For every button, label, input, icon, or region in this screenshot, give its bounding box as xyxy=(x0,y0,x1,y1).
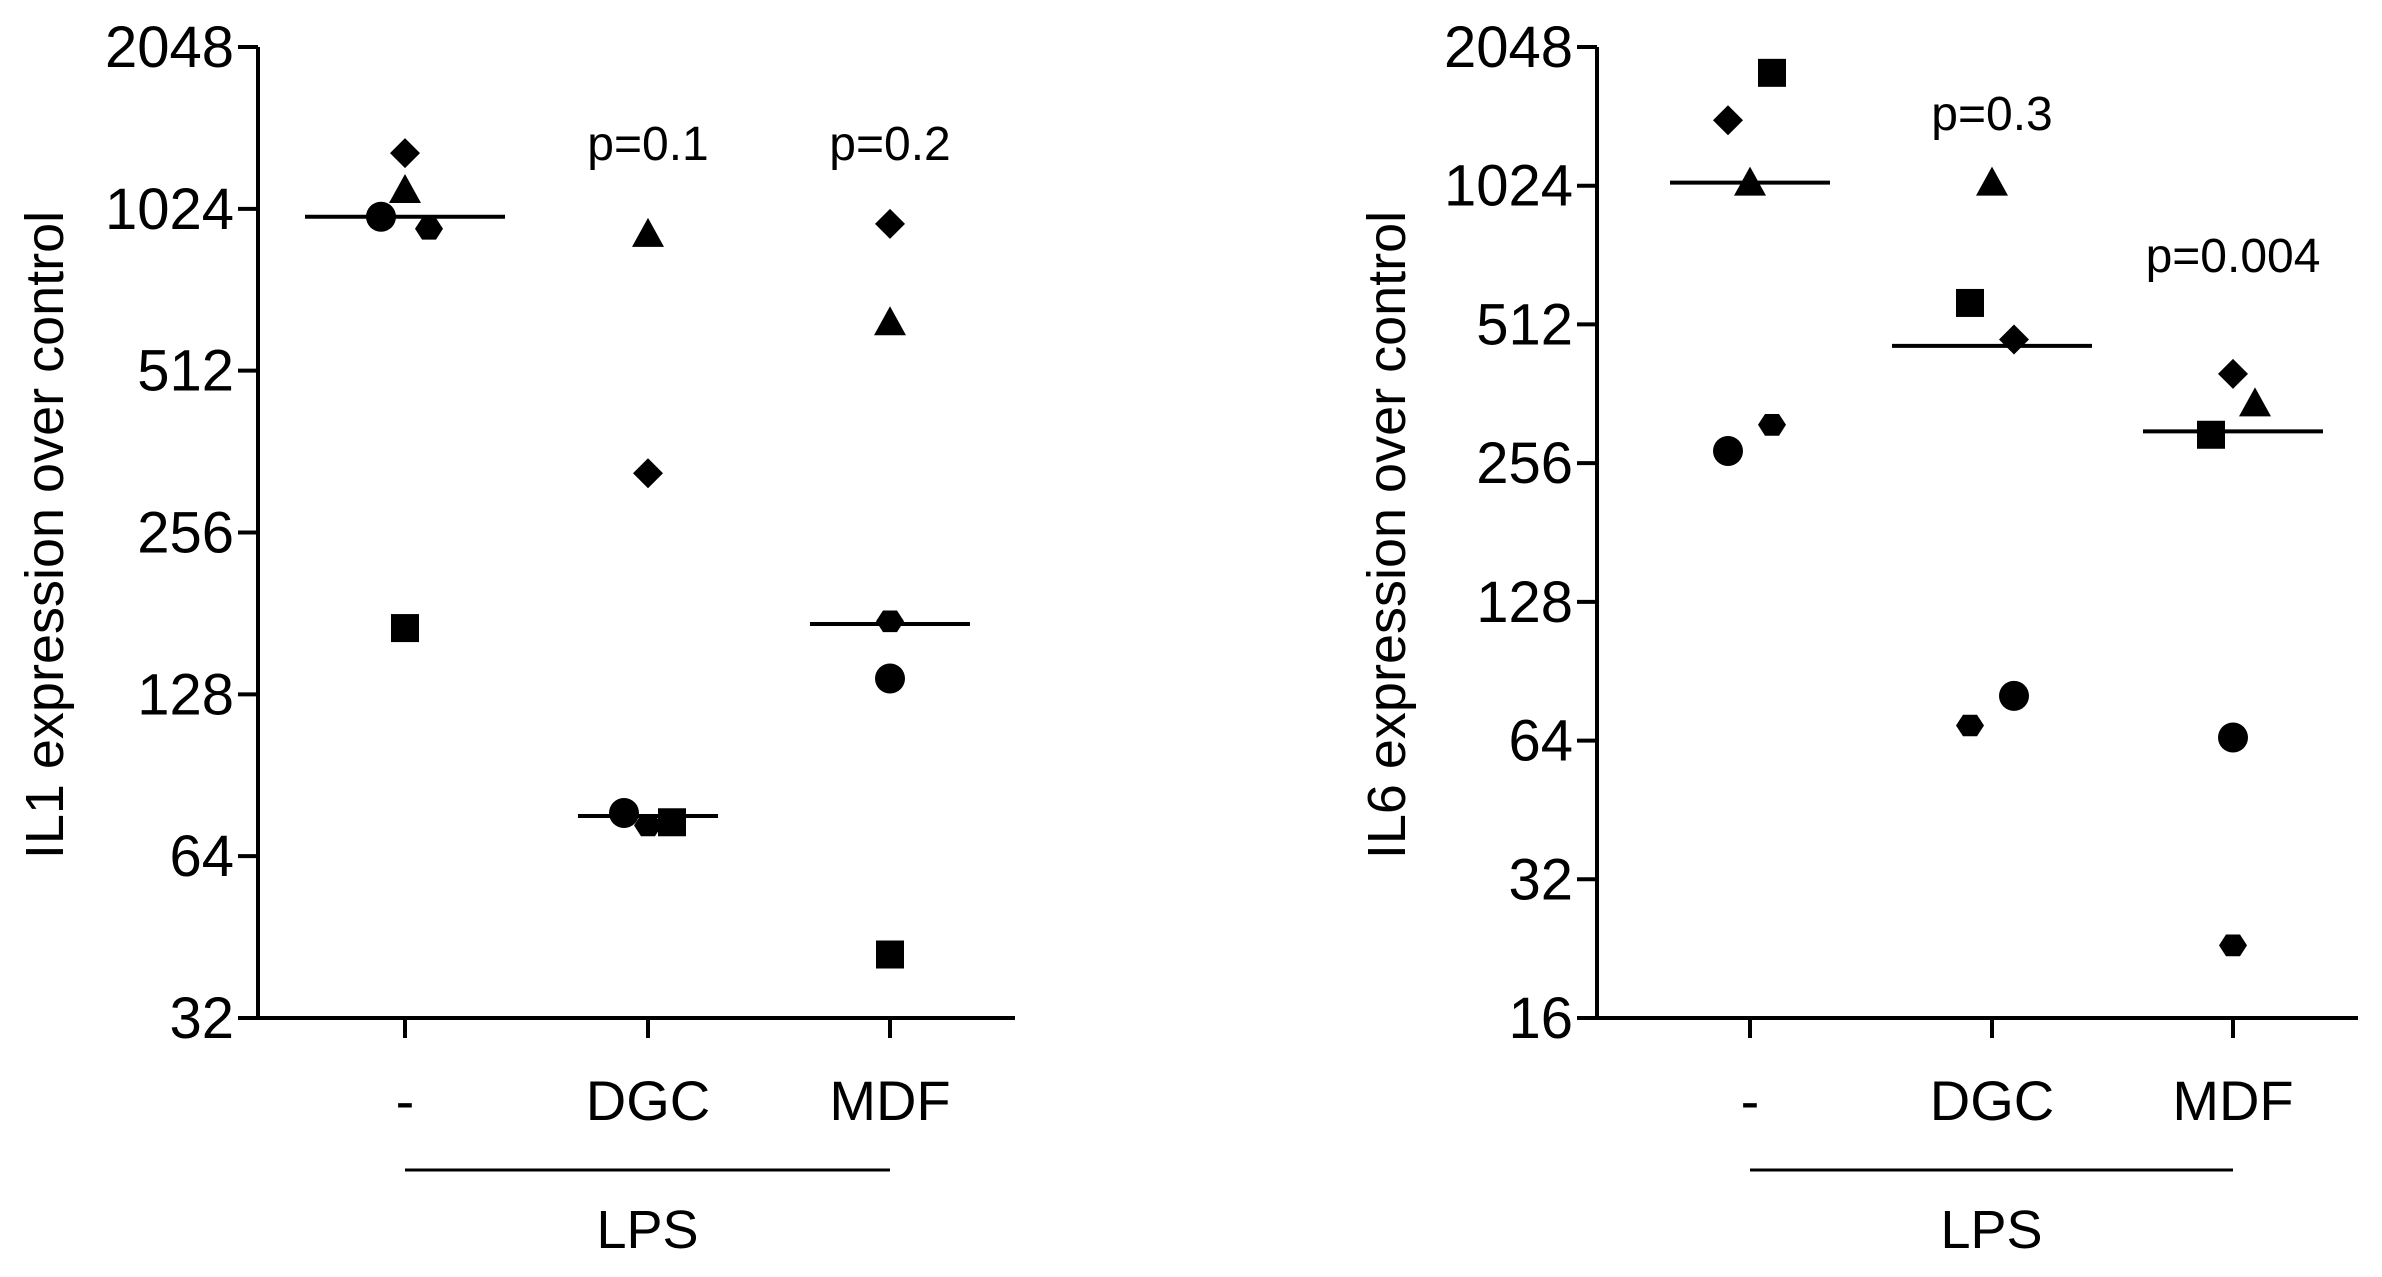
y-tick-label: 64 xyxy=(1508,709,1573,774)
data-point-hexagon xyxy=(1956,714,1984,737)
data-point-diamond xyxy=(2218,358,2248,389)
data-point-circle xyxy=(2218,722,2248,753)
x-category-label: DGC xyxy=(586,1069,710,1132)
y-tick-label: 32 xyxy=(1508,847,1573,912)
data-point-circle xyxy=(1999,680,2029,711)
data-point-hexagon xyxy=(634,814,662,837)
y-tick-label: 256 xyxy=(1476,431,1573,496)
data-point-diamond xyxy=(1999,324,2029,355)
data-point-hexagon xyxy=(876,610,904,633)
group-label: LPS xyxy=(1940,1200,2042,1260)
y-axis-title-il1: IL1 expression over control xyxy=(15,211,75,859)
y-tick-label: 16 xyxy=(1508,986,1573,1051)
p-value-label: p=0.2 xyxy=(829,118,950,171)
p-value-label: p=0.1 xyxy=(587,118,708,171)
x-category-label: DGC xyxy=(1930,1069,2054,1132)
data-point-square xyxy=(2197,420,2225,449)
y-tick-label: 1024 xyxy=(105,177,234,242)
data-point-triangle xyxy=(1976,166,2008,196)
x-category-label: MDF xyxy=(2172,1069,2293,1132)
data-point-square xyxy=(1956,288,1984,317)
data-point-square xyxy=(658,808,686,837)
p-value-label: p=0.004 xyxy=(2146,230,2321,283)
y-tick-label: 256 xyxy=(137,501,234,566)
data-point-hexagon xyxy=(2219,934,2247,957)
group-label: LPS xyxy=(596,1200,698,1260)
y-tick-label: 512 xyxy=(1476,292,1573,357)
y-tick-label: 512 xyxy=(137,339,234,404)
chart-panel-il6: IL6 expression over control 16 32 64 128 256… xyxy=(1357,15,2358,1260)
x-category-label: - xyxy=(1741,1069,1760,1132)
data-point-diamond xyxy=(390,138,420,169)
data-point-circle xyxy=(875,663,905,694)
data-point-diamond xyxy=(1713,105,1743,136)
data-point-hexagon xyxy=(415,218,443,240)
y-axis-title-il6: IL6 expression over control xyxy=(1357,211,1417,859)
chart-panel-il1: IL1 expression over control 32 64 128 256 51… xyxy=(15,15,1015,1260)
data-point-triangle xyxy=(1734,166,1766,196)
data-point-diamond xyxy=(875,208,905,239)
y-tick-label: 32 xyxy=(169,986,234,1051)
y-tick-label: 64 xyxy=(169,824,234,889)
data-point-square xyxy=(1758,58,1786,87)
data-point-square xyxy=(876,940,904,969)
y-tick-label: 2048 xyxy=(105,15,234,80)
y-tick-label: 128 xyxy=(1476,570,1573,635)
p-value-label: p=0.3 xyxy=(1931,88,2052,141)
data-point-triangle xyxy=(632,217,664,247)
y-tick-label: 1024 xyxy=(1444,154,1573,219)
data-point-diamond xyxy=(633,458,663,489)
data-point-circle xyxy=(366,201,396,232)
x-category-label: MDF xyxy=(829,1069,950,1132)
data-point-triangle xyxy=(2239,387,2271,417)
data-point-square xyxy=(391,614,419,643)
data-point-circle xyxy=(609,797,639,828)
data-point-hexagon xyxy=(1758,414,1786,436)
y-tick-label: 2048 xyxy=(1444,15,1573,80)
data-point-circle xyxy=(1713,436,1743,467)
y-tick-label: 128 xyxy=(137,662,234,727)
data-point-triangle xyxy=(874,306,906,336)
data-point-triangle xyxy=(389,174,421,204)
x-category-label: - xyxy=(396,1069,415,1132)
